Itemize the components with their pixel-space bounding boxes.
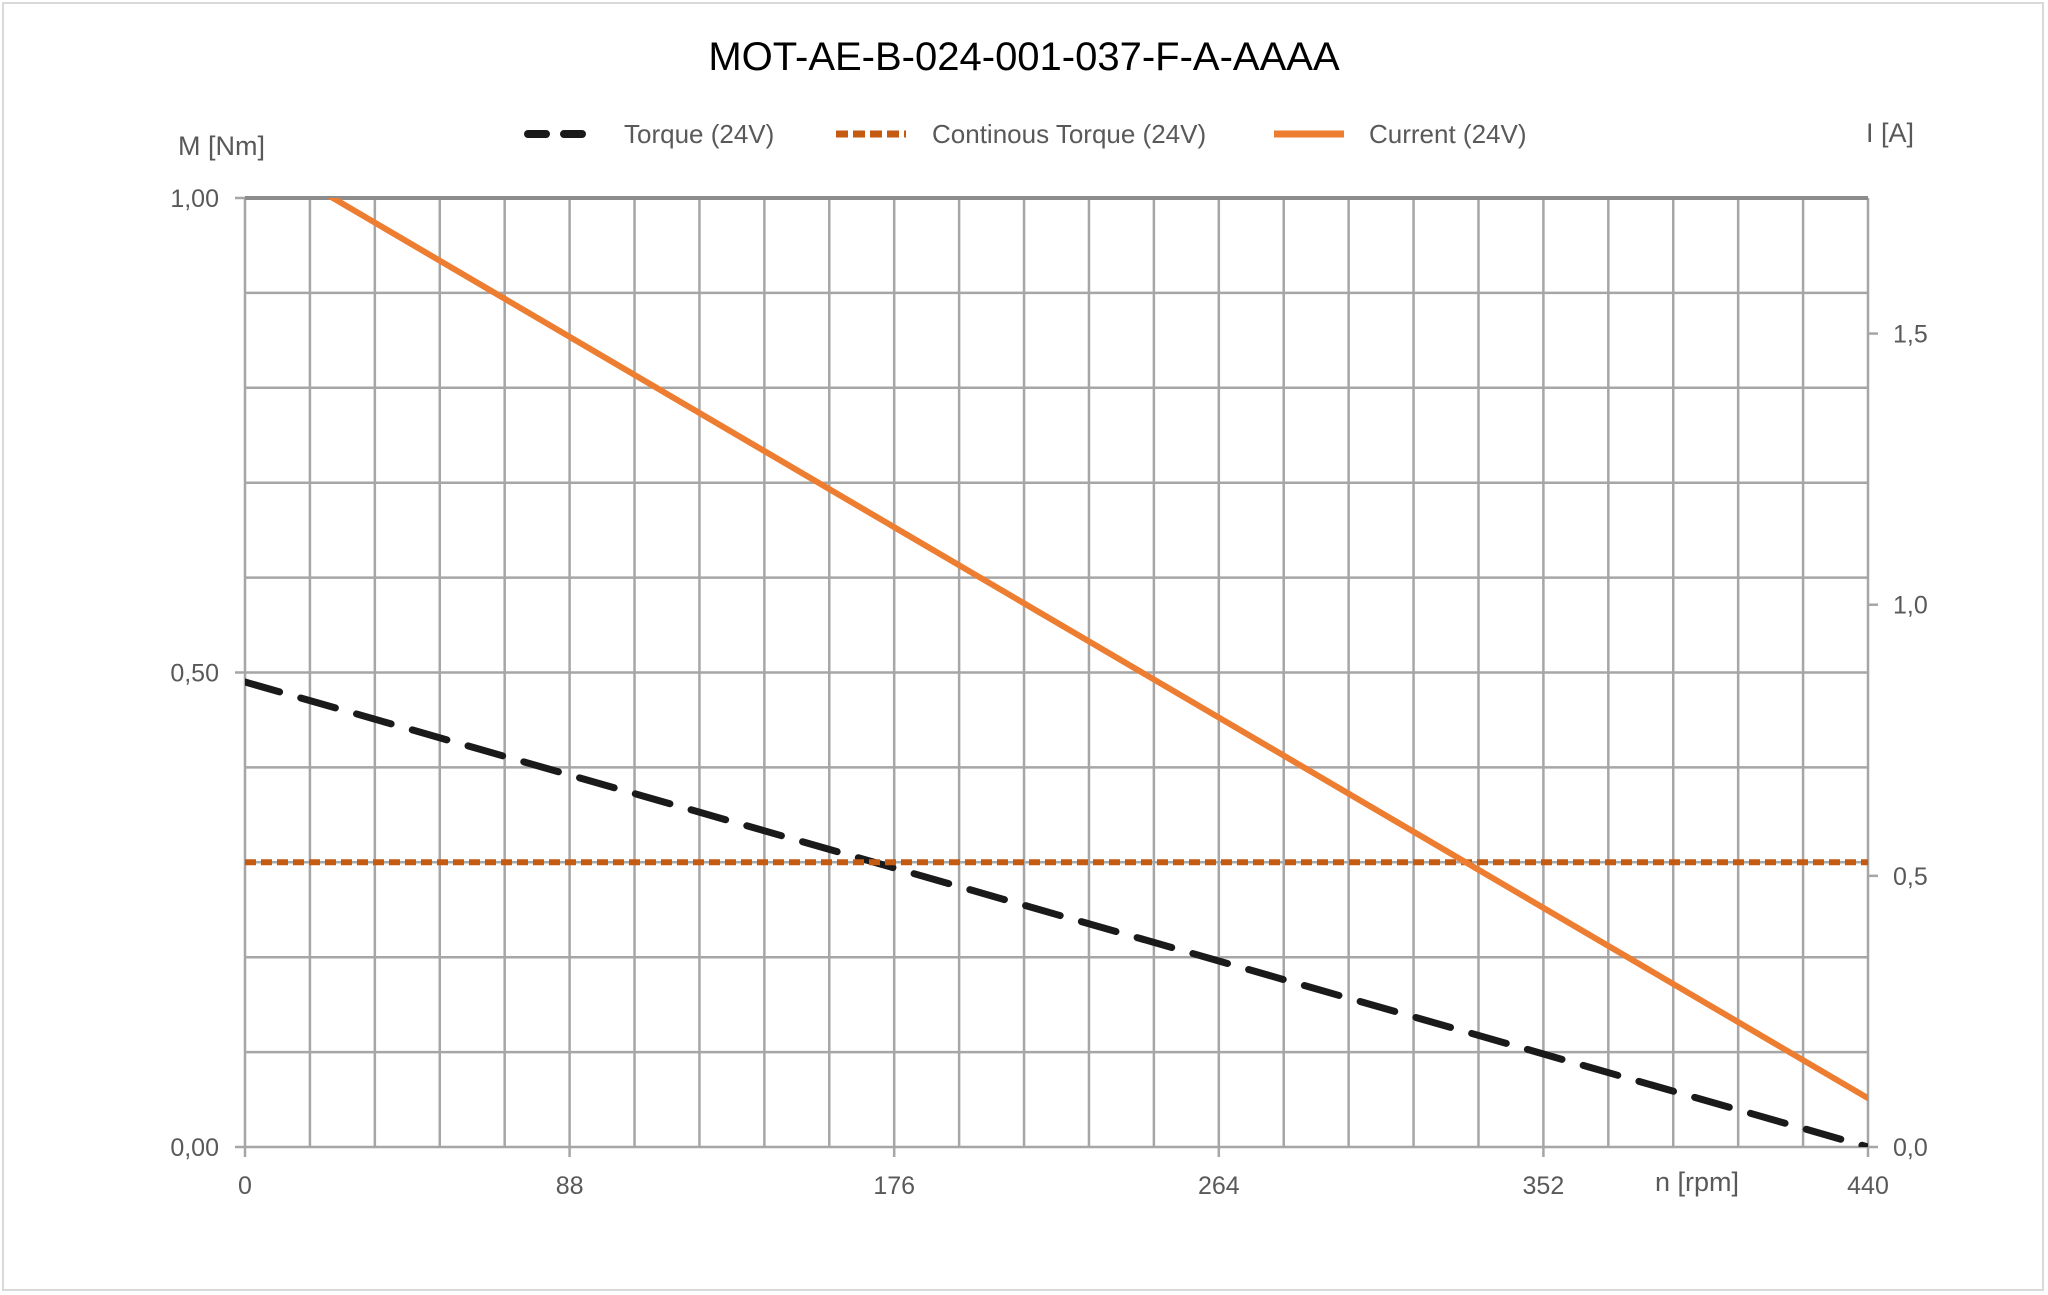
x-tick-label: 88: [556, 1172, 584, 1200]
x-tick-label: 352: [1523, 1172, 1565, 1200]
y2-tick-label: 1,0: [1893, 592, 1928, 620]
y2-axis-label: I [A]: [1866, 118, 1914, 148]
legend: Torque (24V) Continous Torque (24V) Curren…: [524, 119, 1527, 149]
ticks: 0 88 176 264 352 440 0,00 0,50 1,00 0,0 0,5 1,0 1,5: [170, 185, 1927, 1200]
series-line-2: [326, 198, 1868, 1102]
y2-tick-label: 0,0: [1893, 1134, 1928, 1162]
y-tick-label: 1,00: [170, 185, 219, 213]
y2-tick-label: 1,5: [1893, 321, 1928, 349]
series-group: [245, 198, 1868, 1147]
series-line-0: [245, 678, 1868, 1147]
chart-title: MOT-AE-B-024-001-037-F-A-AAAA: [708, 35, 1340, 79]
legend-label: Torque (24V): [624, 119, 774, 149]
x-tick-label: 0: [238, 1172, 252, 1200]
legend-label: Continous Torque (24V): [932, 119, 1206, 149]
y-axis-label: M [Nm]: [178, 131, 265, 161]
y-tick-label: 0,00: [170, 1134, 219, 1162]
x-tick-label: 176: [873, 1172, 915, 1200]
legend-label: Current (24V): [1369, 119, 1527, 149]
x-tick-label: 264: [1198, 1172, 1240, 1200]
y2-tick-label: 0,5: [1893, 863, 1928, 891]
grid: [243, 196, 1870, 1149]
y-tick-label: 0,50: [170, 660, 219, 688]
x-tick-label: 440: [1847, 1172, 1889, 1200]
x-axis-label: n [rpm]: [1655, 1167, 1739, 1197]
